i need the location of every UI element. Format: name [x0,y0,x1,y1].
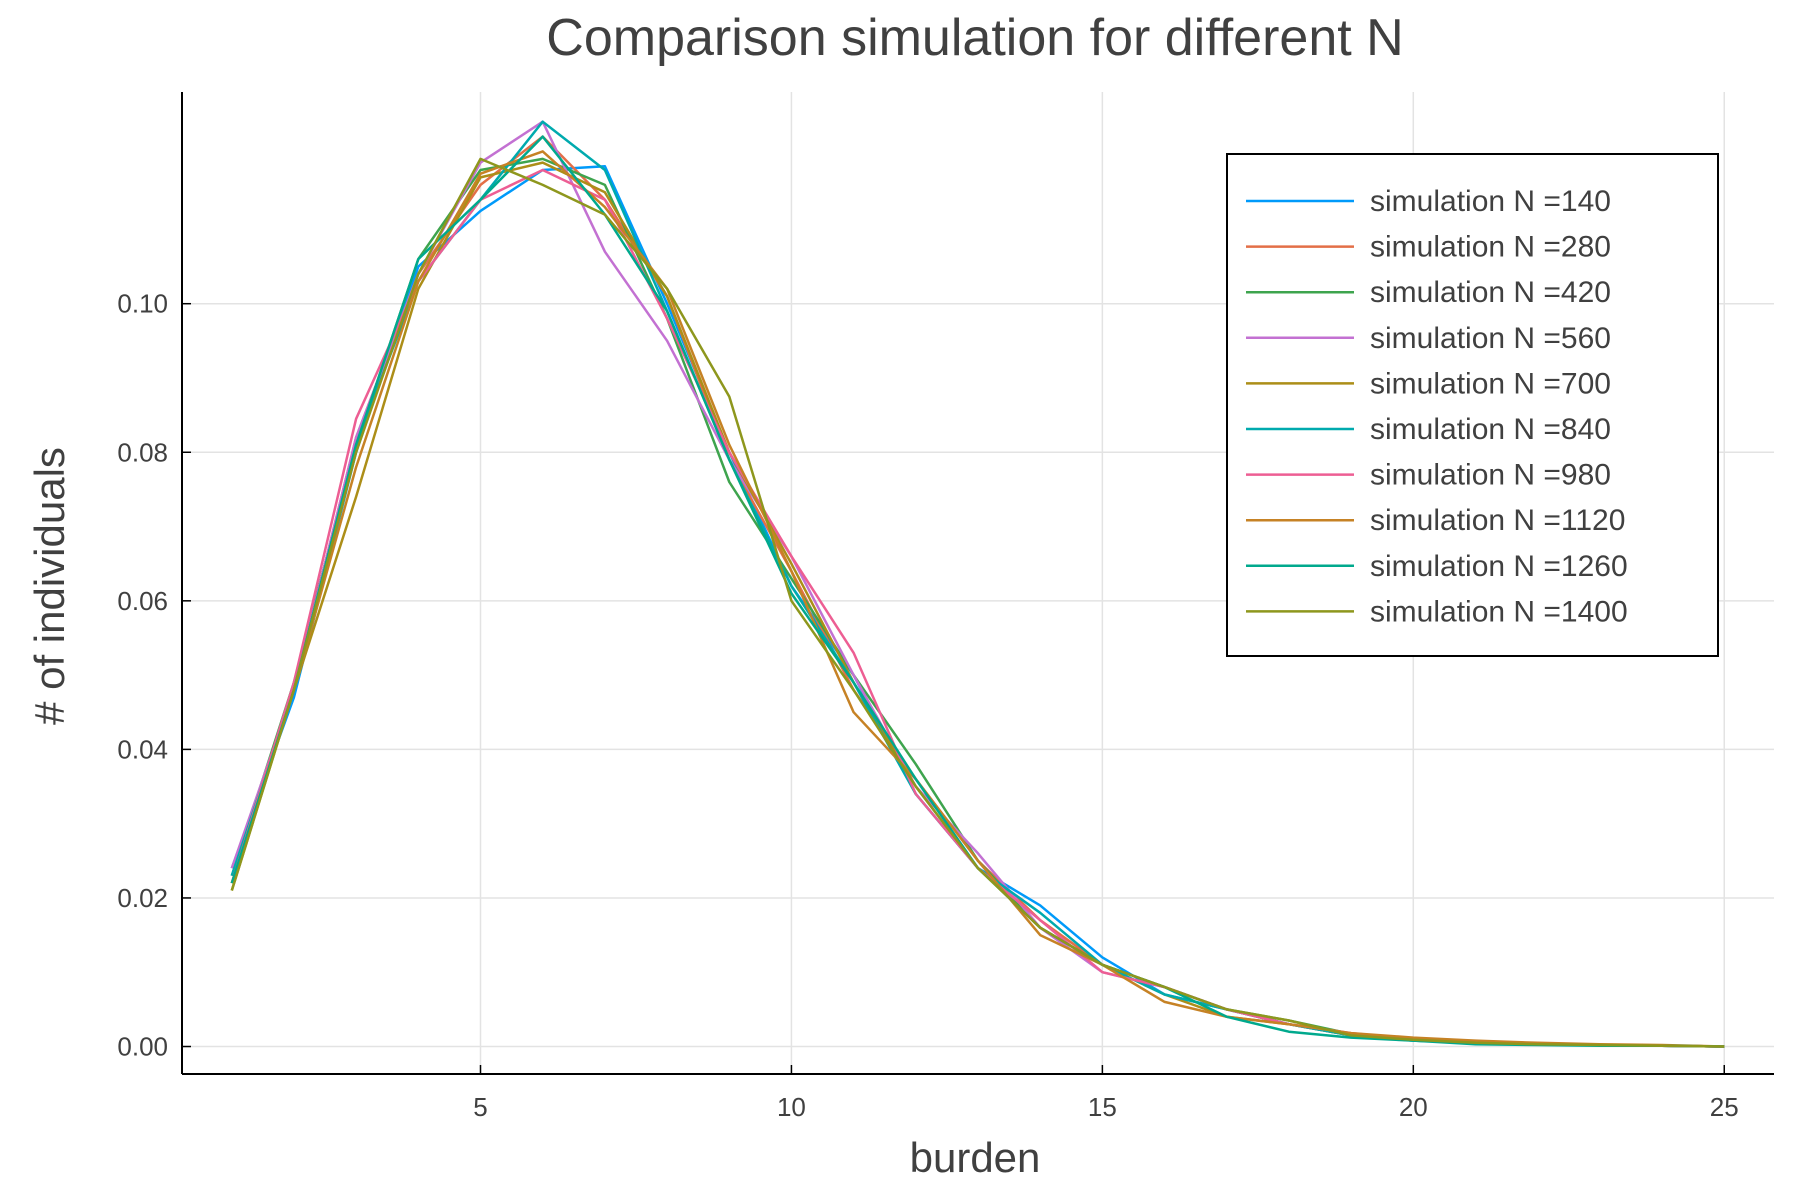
y-tick-label-1: 0.02 [117,883,168,913]
y-tick-label-2: 0.04 [117,734,168,764]
series-line-7 [230,150,1725,1048]
series-line-9 [230,157,1725,1048]
x-tick-label-3: 20 [1399,1092,1428,1122]
legend: simulation N =140 simulation N =280 simula… [1226,153,1719,657]
x-tick-label-2: 15 [1088,1092,1117,1122]
y-tick-label-5: 0.10 [117,289,168,319]
axes-layer: 5 10 15 20 25 0.00 0.02 0.04 0.06 0.08 0.10 [117,92,1774,1122]
legend-label-5: simulation N =840 [1370,413,1611,446]
legend-label-9: simulation N =1400 [1370,595,1628,628]
legend-label-4: simulation N =700 [1370,367,1611,400]
legend-label-0: simulation N =140 [1370,185,1611,218]
x-tick-label-4: 25 [1710,1092,1739,1122]
legend-label-1: simulation N =280 [1370,231,1611,264]
chart-title: Comparison simulation for different N [546,9,1403,67]
x-tick-label-1: 10 [777,1092,806,1122]
legend-label-6: simulation N =980 [1370,459,1611,492]
legend-box [1226,153,1719,657]
y-tick-label-0: 0.00 [117,1032,168,1062]
legend-label-2: simulation N =420 [1370,276,1611,309]
legend-label-7: simulation N =1120 [1370,504,1625,537]
y-tick-label-3: 0.06 [117,586,168,616]
legend-label-8: simulation N =1260 [1370,550,1628,583]
y-axis-label: # of individuals [26,447,73,725]
x-axis-label: burden [910,1134,1041,1181]
y-tick-label-4: 0.08 [117,437,168,467]
legend-label-3: simulation N =560 [1370,322,1611,355]
x-tick-label-0: 5 [473,1092,487,1122]
series-layer [230,120,1725,1048]
